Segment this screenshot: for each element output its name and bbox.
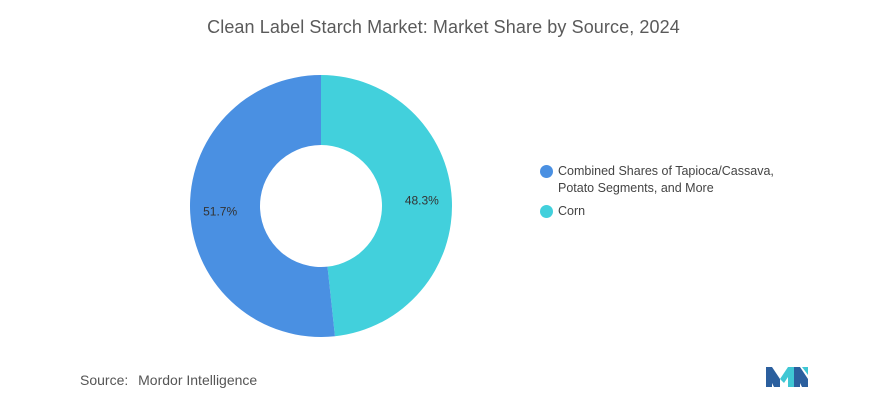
slice-label-combined: 51.7%	[203, 204, 237, 218]
chart-legend: Combined Shares of Tapioca/Cassava, Pota…	[540, 163, 840, 226]
donut-slice-corn[interactable]	[321, 75, 453, 337]
legend-item-combined[interactable]: Combined Shares of Tapioca/Cassava, Pota…	[540, 163, 840, 197]
source-label: Source:	[80, 372, 129, 388]
legend-swatch-combined	[540, 165, 553, 178]
chart-title: Clean Label Starch Market: Market Share …	[207, 17, 680, 37]
donut-slices	[190, 75, 453, 338]
slice-label-corn: 48.3%	[405, 194, 439, 208]
mordor-intelligence-logo-icon	[766, 365, 808, 392]
legend-label-corn: Corn	[558, 204, 586, 218]
source-note: Source: Mordor Intelligence	[80, 372, 257, 388]
legend-swatch-corn	[540, 205, 553, 218]
legend-label-combined-line-2: Potato Segments, and More	[558, 181, 714, 195]
legend-item-corn[interactable]: Corn	[540, 203, 840, 220]
donut-slice-labels: 48.3% 51.7%	[203, 194, 439, 219]
source-text: Mordor Intelligence	[138, 372, 258, 388]
legend-label-combined-line-1: Combined Shares of Tapioca/Cassava,	[558, 164, 774, 178]
legend-label-combined: Combined Shares of Tapioca/Cassava, Pota…	[558, 163, 774, 197]
donut-slice-combined[interactable]	[190, 75, 335, 338]
